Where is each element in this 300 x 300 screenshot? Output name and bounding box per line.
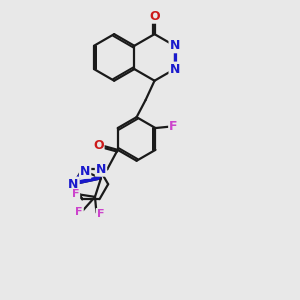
Text: N: N [80, 165, 90, 178]
Text: N: N [67, 178, 77, 191]
Text: N: N [68, 178, 79, 191]
Text: N: N [169, 63, 180, 76]
Text: O: O [93, 139, 104, 152]
Text: F: F [75, 207, 83, 217]
Text: N: N [169, 39, 180, 52]
Text: F: F [169, 120, 178, 133]
Text: F: F [72, 189, 79, 199]
Text: N: N [96, 163, 106, 176]
Text: O: O [149, 10, 160, 23]
Text: F: F [97, 209, 104, 219]
